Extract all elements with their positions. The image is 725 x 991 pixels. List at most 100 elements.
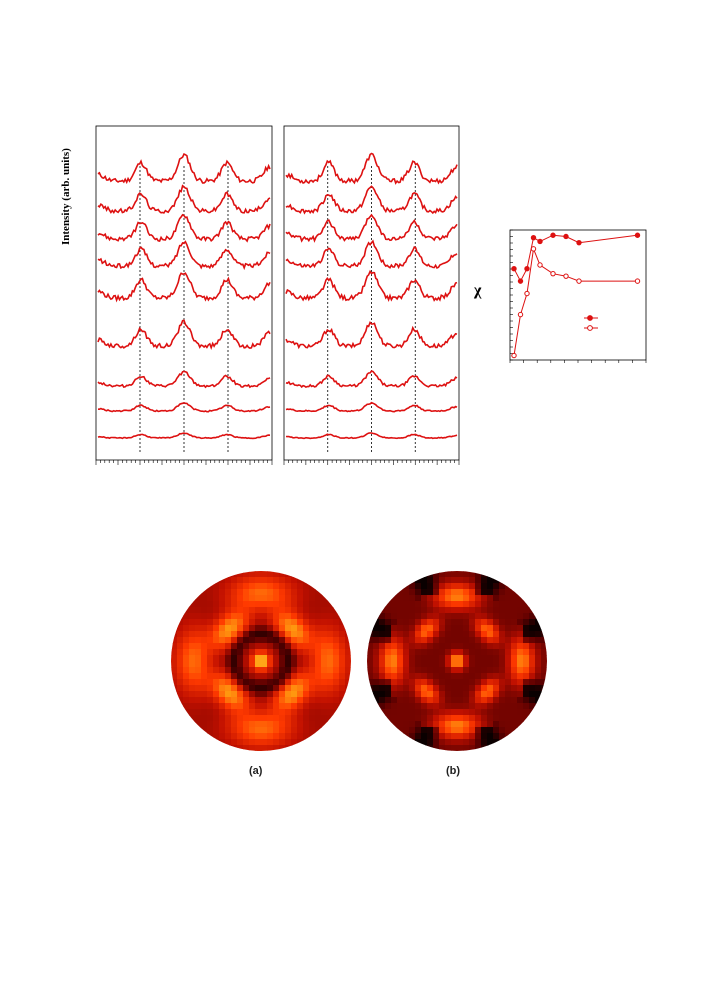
map-pixel (529, 601, 536, 608)
map-pixel (243, 583, 250, 590)
map-pixel (255, 643, 262, 650)
map-pixel (273, 697, 280, 704)
map-pixel (207, 607, 214, 614)
map-pixel (177, 691, 184, 698)
map-pixel (339, 679, 346, 686)
map-pixel (261, 661, 268, 668)
map-pixel (189, 601, 196, 608)
map-pixel (475, 595, 482, 602)
map-pixel (303, 685, 310, 692)
map-pixel (321, 679, 328, 686)
map-pixel (451, 697, 458, 704)
map-pixel (415, 697, 422, 704)
map-pixel (201, 697, 208, 704)
legend-marker (587, 315, 593, 321)
map-pixel (231, 697, 238, 704)
map-pixel (231, 613, 238, 620)
map-pixel (499, 721, 506, 728)
map-pixel (183, 613, 190, 620)
map-pixel (327, 685, 334, 692)
map-pixel (415, 709, 422, 716)
map-pixel (463, 649, 470, 656)
map-pixel (315, 721, 322, 728)
map-pixel (487, 697, 494, 704)
map-pixel (511, 601, 518, 608)
map-pixel (201, 721, 208, 728)
map-pixel (255, 667, 262, 674)
map-pixel (469, 637, 476, 644)
map-pixel (279, 715, 286, 722)
map-pixel (291, 679, 298, 686)
map-pixel (493, 709, 500, 716)
map-pixel (493, 643, 500, 650)
map-pixel (481, 709, 488, 716)
map-pixel (213, 691, 220, 698)
map-pixel (415, 655, 422, 662)
map-pixel (523, 625, 530, 632)
map-pixel (213, 595, 220, 602)
map-pixel (261, 577, 268, 584)
map-pixel (421, 589, 428, 596)
map-pixel (463, 697, 470, 704)
map-pixel (309, 625, 316, 632)
map-pixel (189, 673, 196, 680)
spectrum-curve (285, 213, 458, 243)
map-pixel (439, 703, 446, 710)
map-pixel (439, 685, 446, 692)
map-pixel (189, 661, 196, 668)
map-pixel (457, 601, 464, 608)
map-pixel (219, 613, 226, 620)
map-pixel (327, 703, 334, 710)
map-pixel (481, 739, 488, 746)
map-pixel (499, 697, 506, 704)
map-pixel (255, 607, 262, 614)
map-pixel (409, 583, 416, 590)
map-pixel (379, 691, 386, 698)
map-pixel (267, 709, 274, 716)
map-pixel (511, 589, 518, 596)
map-pixel (397, 631, 404, 638)
map-pixel (487, 625, 494, 632)
map-pixel (445, 685, 452, 692)
map-pixel (451, 601, 458, 608)
map-pixel (445, 667, 452, 674)
chi-data-point (576, 239, 582, 246)
map-pixel (249, 655, 256, 662)
map-pixel (469, 703, 476, 710)
map-pixel (237, 721, 244, 728)
map-pixel (487, 745, 494, 751)
map-pixel (219, 577, 226, 584)
map-pixel (261, 715, 268, 722)
map-pixel (285, 577, 292, 584)
map-pixel (327, 637, 334, 644)
map-pixel (345, 637, 351, 644)
map-pixel (427, 643, 434, 650)
map-pixel (403, 733, 410, 740)
map-pixel (373, 673, 380, 680)
map-pixel (535, 655, 542, 662)
map-pixel (285, 727, 292, 734)
map-pixel (261, 625, 268, 632)
map-pixel (279, 733, 286, 740)
map-pixel (541, 631, 547, 638)
map-pixel (213, 601, 220, 608)
map-pixel (499, 619, 506, 626)
map-pixel (207, 721, 214, 728)
chi-data-point (550, 232, 556, 238)
map-pixel (279, 679, 286, 686)
map-pixel (195, 607, 202, 614)
map-pixel (249, 739, 256, 746)
map-pixel (303, 661, 310, 668)
map-pixel (255, 709, 262, 716)
map-pixel (433, 625, 440, 632)
map-pixel (231, 709, 238, 716)
map-pixel (469, 649, 476, 656)
map-pixel (433, 697, 440, 704)
map-pixel (225, 571, 232, 578)
map-pixel (499, 649, 506, 656)
map-pixel (303, 673, 310, 680)
map-pixel (463, 709, 470, 716)
map-pixel (267, 577, 274, 584)
map-pixel (177, 637, 184, 644)
map-pixel (475, 619, 482, 626)
